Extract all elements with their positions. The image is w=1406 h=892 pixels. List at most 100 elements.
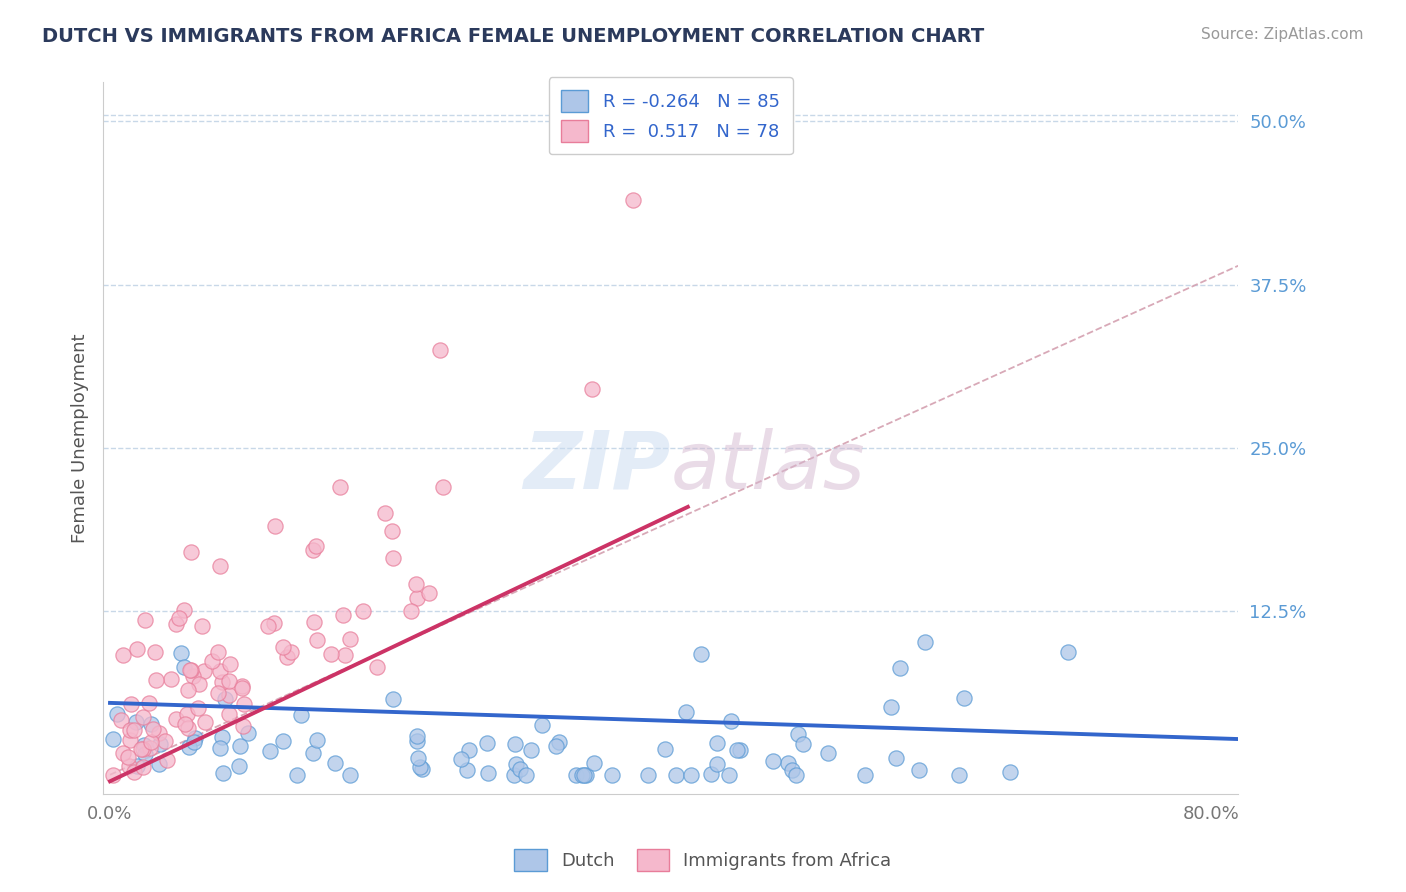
Point bbox=[122, 764, 145, 779]
Legend: R = -0.264   N = 85, R =  0.517   N = 78: R = -0.264 N = 85, R = 0.517 N = 78 bbox=[548, 77, 793, 154]
Point bbox=[201, 654, 224, 668]
Point bbox=[571, 768, 593, 782]
Point bbox=[502, 768, 524, 782]
Point bbox=[405, 729, 427, 743]
Point bbox=[381, 524, 404, 539]
Point bbox=[103, 732, 125, 747]
Point bbox=[193, 664, 215, 678]
Point bbox=[382, 691, 405, 706]
Point bbox=[156, 753, 179, 767]
Point bbox=[792, 737, 814, 751]
Point bbox=[458, 743, 481, 757]
Point bbox=[706, 736, 728, 750]
Point bbox=[366, 659, 388, 673]
Point bbox=[132, 742, 155, 756]
Point bbox=[264, 519, 287, 533]
Point bbox=[778, 756, 800, 771]
Y-axis label: Female Unemployment: Female Unemployment bbox=[72, 334, 89, 543]
Point bbox=[520, 743, 543, 757]
Point bbox=[1056, 645, 1078, 659]
Point bbox=[232, 719, 254, 733]
Point bbox=[565, 768, 588, 782]
Point bbox=[405, 591, 427, 606]
Point bbox=[335, 648, 357, 662]
Point bbox=[181, 669, 204, 683]
Text: Source: ZipAtlas.com: Source: ZipAtlas.com bbox=[1201, 27, 1364, 42]
Point bbox=[720, 714, 742, 728]
Point bbox=[399, 604, 422, 618]
Point bbox=[112, 648, 135, 662]
Point bbox=[134, 613, 156, 627]
Text: atlas: atlas bbox=[671, 428, 865, 506]
Point bbox=[276, 650, 298, 665]
Point bbox=[214, 691, 236, 706]
Point bbox=[228, 758, 250, 772]
Point bbox=[405, 577, 427, 591]
Point bbox=[302, 543, 325, 558]
Point bbox=[456, 763, 478, 777]
Point bbox=[180, 663, 202, 677]
Point bbox=[339, 768, 361, 782]
Point bbox=[207, 686, 229, 700]
Point bbox=[305, 539, 328, 553]
Point bbox=[853, 768, 876, 782]
Point bbox=[209, 558, 232, 573]
Point bbox=[817, 746, 839, 760]
Point bbox=[236, 726, 259, 740]
Point bbox=[173, 602, 195, 616]
Point bbox=[475, 735, 498, 749]
Point bbox=[332, 608, 354, 623]
Point bbox=[134, 747, 156, 762]
Point bbox=[880, 699, 903, 714]
Point bbox=[718, 768, 741, 782]
Point bbox=[700, 767, 723, 781]
Point bbox=[271, 734, 294, 748]
Point bbox=[914, 635, 936, 649]
Point bbox=[280, 645, 302, 659]
Point bbox=[728, 743, 751, 757]
Point bbox=[290, 708, 312, 723]
Point bbox=[374, 507, 396, 521]
Point bbox=[1000, 764, 1022, 779]
Point bbox=[690, 647, 713, 661]
Point bbox=[432, 480, 454, 494]
Point bbox=[194, 714, 217, 729]
Point bbox=[148, 757, 170, 772]
Point bbox=[285, 768, 308, 782]
Point bbox=[406, 734, 429, 748]
Point bbox=[132, 710, 155, 724]
Point bbox=[132, 739, 155, 753]
Point bbox=[173, 660, 195, 674]
Point bbox=[581, 382, 603, 396]
Text: DUTCH VS IMMIGRANTS FROM AFRICA FEMALE UNEMPLOYMENT CORRELATION CHART: DUTCH VS IMMIGRANTS FROM AFRICA FEMALE U… bbox=[42, 27, 984, 45]
Point bbox=[117, 758, 139, 772]
Point bbox=[191, 619, 214, 633]
Point bbox=[139, 735, 162, 749]
Point bbox=[103, 768, 125, 782]
Point bbox=[259, 744, 281, 758]
Point bbox=[212, 766, 235, 780]
Point bbox=[681, 768, 703, 782]
Point bbox=[675, 705, 697, 719]
Point bbox=[382, 550, 405, 565]
Point bbox=[575, 768, 598, 782]
Point bbox=[184, 731, 207, 746]
Point bbox=[582, 756, 605, 771]
Point bbox=[409, 760, 432, 774]
Point bbox=[173, 716, 195, 731]
Point bbox=[621, 193, 644, 207]
Point bbox=[153, 734, 176, 748]
Point bbox=[111, 747, 134, 761]
Point bbox=[505, 756, 527, 771]
Point bbox=[187, 701, 209, 715]
Point bbox=[228, 739, 250, 753]
Point bbox=[706, 756, 728, 771]
Point bbox=[211, 675, 233, 690]
Point bbox=[515, 768, 537, 782]
Point bbox=[165, 617, 187, 632]
Point bbox=[179, 739, 201, 754]
Point bbox=[305, 732, 328, 747]
Point bbox=[664, 768, 686, 782]
Point bbox=[211, 730, 233, 744]
Point bbox=[256, 619, 278, 633]
